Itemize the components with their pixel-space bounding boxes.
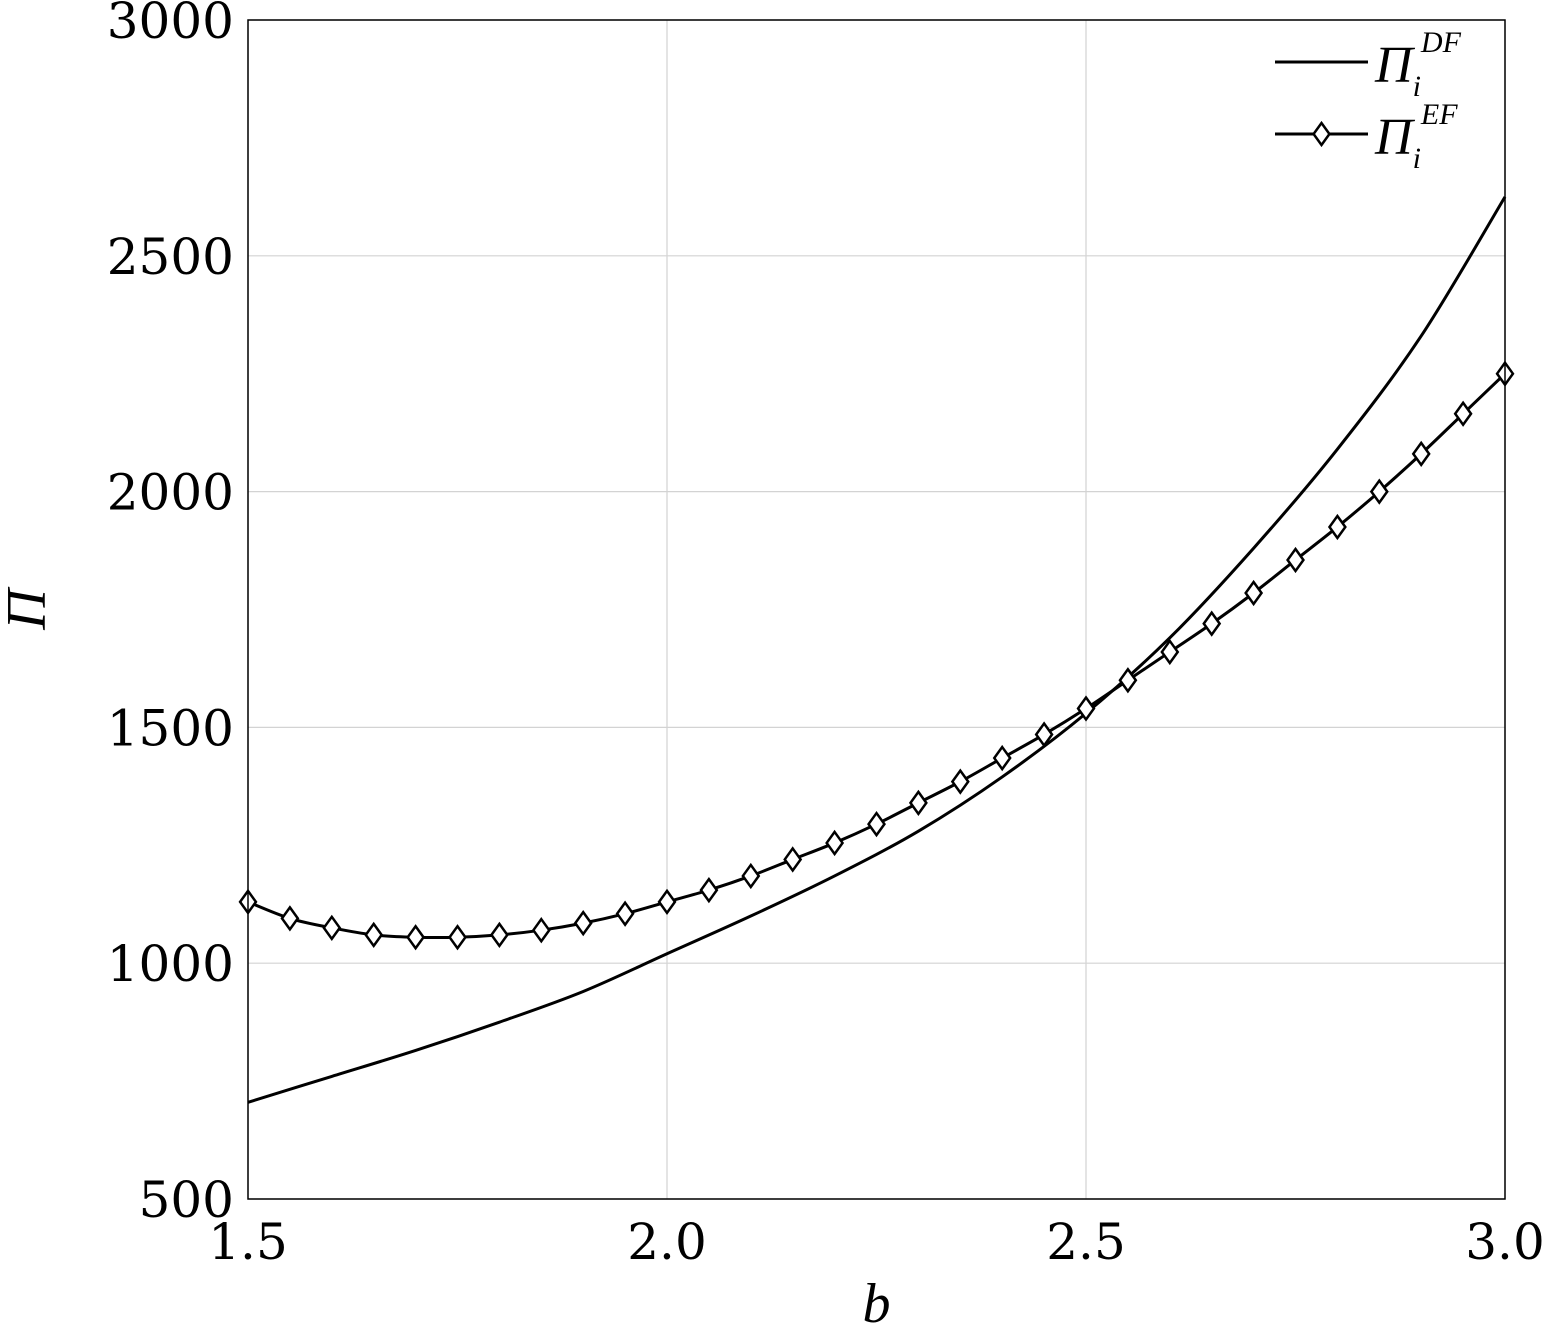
data-point-marker [448, 924, 467, 951]
legend-label-base: Π [1374, 37, 1416, 94]
data-point-marker [1286, 546, 1305, 574]
grid [247, 19, 1506, 1200]
data-point-marker [1034, 721, 1054, 748]
data-point-marker [657, 888, 677, 916]
data-point-marker [531, 917, 551, 944]
data-point-marker [1202, 610, 1222, 637]
data-point-marker [950, 768, 970, 795]
x-tick-label: 2.0 [627, 1213, 707, 1271]
data-point-marker [1160, 638, 1180, 666]
data-point-marker [364, 921, 384, 949]
data-point-marker [406, 924, 426, 951]
data-point-marker [908, 789, 928, 816]
data-point-marker [573, 909, 593, 937]
legend-label-sup: EF [1420, 98, 1458, 131]
legend-item: Πi DF [1275, 26, 1462, 103]
series-line [247, 196, 1507, 1104]
y-axis-label: Π [0, 586, 58, 631]
series-layer [238, 196, 1515, 1104]
plot-frame [247, 19, 1506, 1200]
y-tick-label: 2500 [107, 228, 234, 286]
y-tick-label: 1500 [107, 699, 234, 757]
data-point-marker [992, 744, 1012, 772]
data-point-marker [1327, 513, 1347, 541]
data-point-marker [867, 810, 886, 838]
x-tick-label: 2.5 [1046, 1213, 1126, 1271]
legend-label-sup: DF [1420, 26, 1462, 59]
data-point-marker [1076, 695, 1096, 722]
data-point-marker [280, 905, 300, 932]
data-point-marker [615, 900, 635, 927]
data-point-marker [783, 846, 803, 873]
data-point-marker [322, 914, 342, 941]
x-tick-label: 3.0 [1465, 1213, 1545, 1271]
series-ef [238, 360, 1515, 951]
data-point-marker [825, 829, 845, 857]
x-axis-label: b [863, 1273, 891, 1335]
legend-item: Πi EF [1275, 98, 1458, 175]
tick-labels: 1.5 2.0 2.5 3.0 500 1000 1500 2000 2500 3000 [107, 0, 1545, 1271]
legend-label-sub: i [1413, 70, 1421, 103]
legend-marker-swatch [1312, 120, 1331, 148]
y-tick-label: 1000 [107, 935, 234, 993]
data-point-marker [1411, 440, 1431, 468]
data-point-marker [741, 862, 761, 890]
y-tick-label: 2000 [107, 464, 234, 522]
x-tick-label: 1.5 [208, 1213, 288, 1271]
data-point-marker [699, 876, 719, 904]
y-tick-label: 500 [139, 1171, 234, 1229]
legend-label-base: Π [1374, 109, 1416, 166]
series-df [247, 196, 1507, 1104]
legend-label-sub: i [1413, 142, 1421, 175]
data-point-marker [1453, 400, 1473, 427]
data-point-marker [1369, 478, 1389, 505]
data-point-marker [489, 921, 509, 949]
data-point-marker [1118, 667, 1138, 694]
legend-label: Πi EF [1374, 98, 1458, 175]
y-tick-label: 3000 [107, 0, 234, 50]
legend-label: Πi DF [1374, 26, 1462, 103]
data-point-marker [1244, 579, 1264, 607]
